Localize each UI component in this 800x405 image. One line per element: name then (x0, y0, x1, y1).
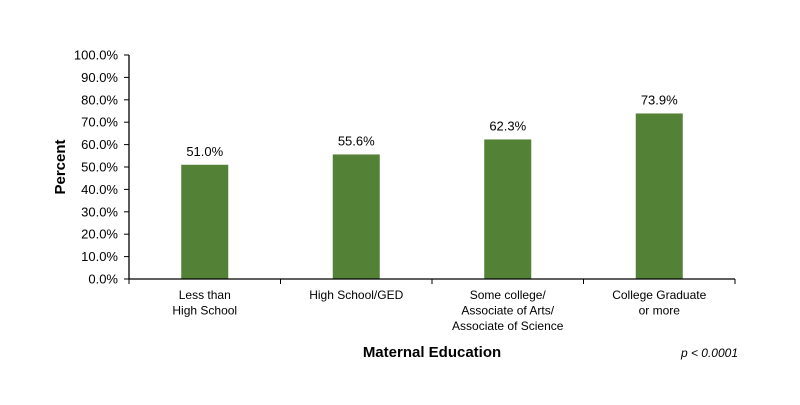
y-tick-label: 20.0% (81, 227, 118, 242)
y-tick-label: 30.0% (81, 204, 118, 219)
y-tick-label: 10.0% (81, 249, 118, 264)
bar (635, 113, 683, 280)
x-tick-label: College Graduate or more (612, 288, 706, 318)
bar (332, 154, 380, 279)
bar (181, 164, 229, 279)
y-tick-label: 50.0% (81, 160, 118, 175)
x-axis-title: Maternal Education (363, 344, 501, 361)
x-tick-label: Less than High School (172, 288, 237, 318)
data-label: 55.6% (338, 133, 375, 148)
x-tick-label: Some college/Associate of Arts/Associate… (452, 288, 564, 333)
y-tick-label: 70.0% (81, 115, 118, 130)
y-tick-label: 80.0% (81, 92, 118, 107)
y-tick-label: 0.0% (88, 272, 118, 287)
y-tick-label: 100.0% (74, 48, 119, 63)
data-label: 62.3% (489, 118, 526, 133)
x-tick-label: High School/GED (309, 288, 403, 302)
y-axis-title: Percent (52, 139, 69, 194)
p-value-annotation: p < 0.0001 (680, 346, 738, 360)
data-label: 73.9% (641, 92, 678, 107)
bar (484, 139, 532, 279)
y-tick-label: 60.0% (81, 137, 118, 152)
y-tick-label: 40.0% (81, 182, 118, 197)
y-tick-label: 90.0% (81, 70, 118, 85)
data-label: 51.0% (186, 144, 223, 159)
